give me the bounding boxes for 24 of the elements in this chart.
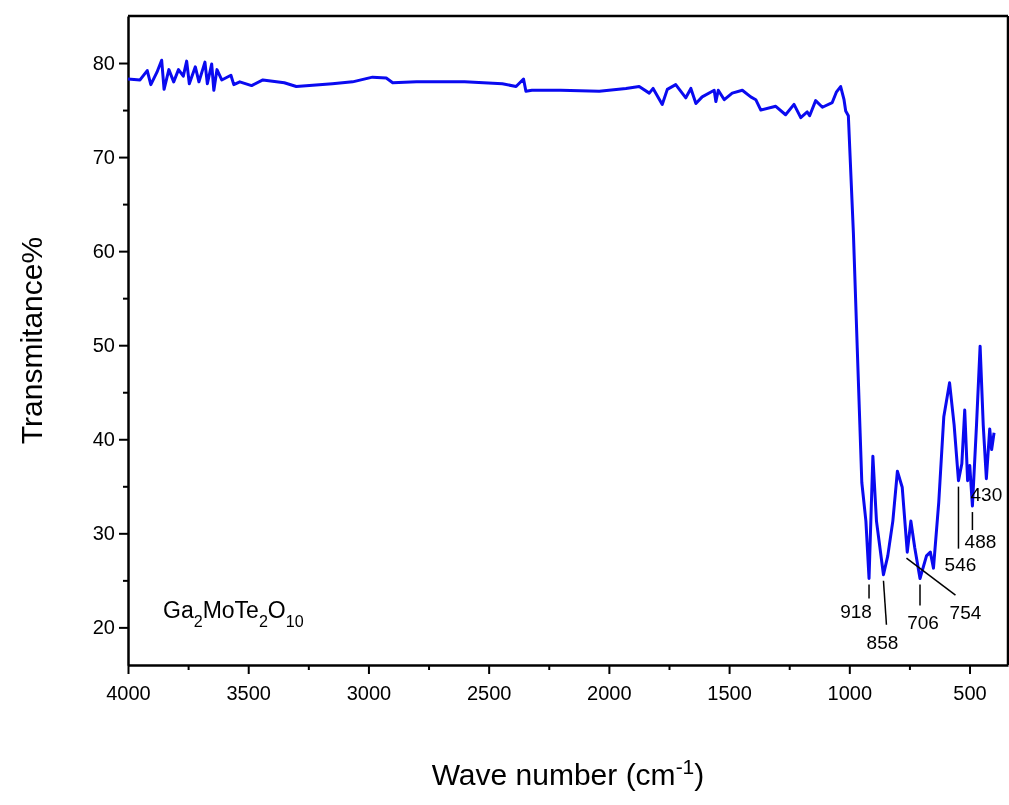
x-tick-label: 2000 [587,682,632,704]
annotation: 858 [866,631,899,653]
annotation: Ga$_{2}$MoTe$_{2}$O$_{10}$ [163,596,304,630]
annotation: 488 [964,531,997,553]
y-tick-label: 60 [92,240,115,263]
y-tick-label: 50 [92,334,115,357]
x-tick-label: 3500 [226,682,271,704]
y-tick-label: 30 [92,522,115,545]
y-tick-label: 70 [92,145,115,168]
annotation: 754 [949,602,982,624]
x-tick-label: 1500 [707,682,752,704]
x-tick-label: 4000 [106,682,151,704]
y-tick-label: 40 [92,428,115,451]
x-tick-label: 3000 [346,682,392,704]
y-axis-title: Transmitance% [15,236,48,445]
annotation: 918 [840,601,872,623]
annotation: 706 [907,612,939,634]
x-tick-label: 1000 [827,682,873,704]
x-tick-label: 2500 [466,682,512,704]
x-axis-title: Wave number (cm$^{-1}$) [431,754,705,791]
x-tick-label: 500 [953,682,987,704]
y-tick-label: 20 [92,616,115,639]
annotation: 546 [944,553,977,575]
y-tick-label: 80 [92,51,115,74]
